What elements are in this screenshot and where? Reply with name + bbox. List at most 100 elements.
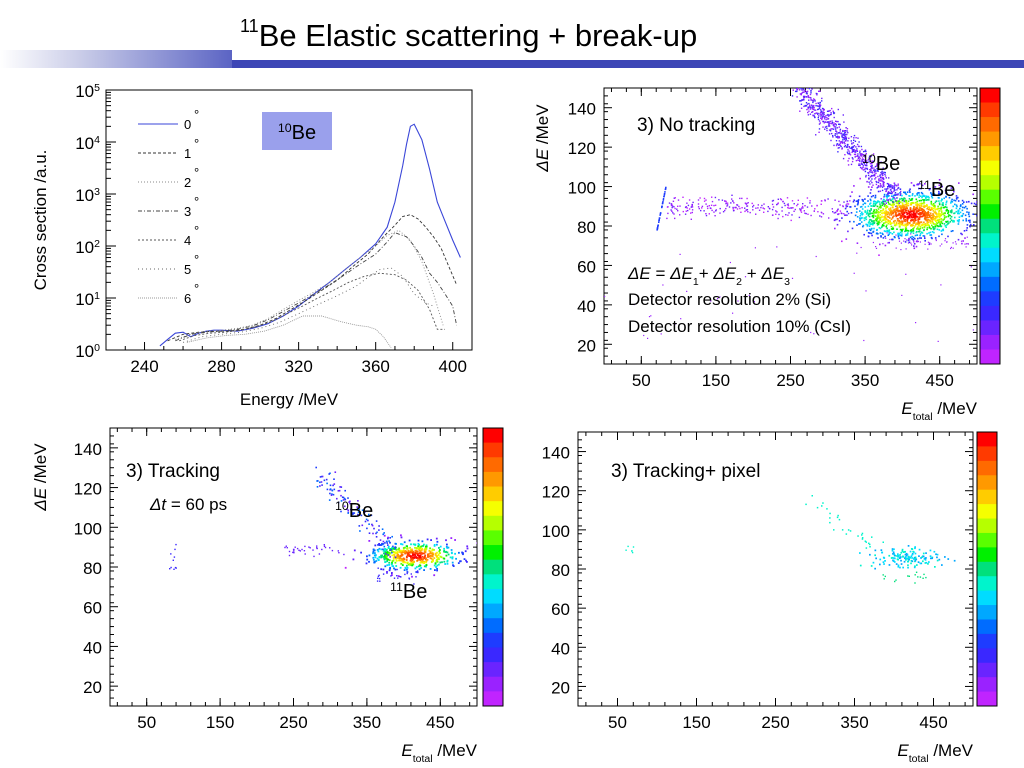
color-bar-segment (483, 647, 503, 663)
data-point (812, 100, 814, 102)
data-point (869, 229, 872, 232)
data-point (386, 554, 388, 557)
data-point (458, 551, 460, 554)
data-point (895, 202, 898, 204)
data-point (394, 568, 397, 571)
data-point (382, 540, 385, 543)
data-point (400, 549, 402, 552)
data-point (791, 214, 793, 216)
data-point (340, 486, 343, 488)
data-point (939, 220, 941, 223)
legend-degree: ° (194, 223, 199, 238)
note-timing-resolution: Δt = 60 ps (149, 495, 227, 514)
data-point (389, 541, 391, 544)
data-point (939, 225, 942, 228)
data-point (871, 165, 873, 168)
data-point (368, 560, 370, 563)
data-point (835, 140, 838, 142)
data-point (871, 161, 873, 164)
data-point (803, 105, 805, 108)
data-point (816, 204, 818, 207)
data-point (945, 226, 947, 228)
data-point (889, 203, 891, 205)
color-bar-segment (980, 146, 1000, 162)
data-point (800, 88, 802, 90)
data-point (933, 550, 936, 553)
data-point (910, 562, 912, 565)
data-point (431, 555, 434, 558)
data-point (869, 162, 872, 165)
data-point (859, 206, 862, 208)
data-point (907, 217, 909, 219)
data-point (917, 237, 919, 240)
data-point (924, 240, 926, 242)
data-point (933, 218, 935, 221)
data-point (882, 243, 884, 245)
data-point (797, 203, 799, 205)
data-point (890, 218, 893, 220)
data-point (378, 577, 381, 580)
data-point (381, 543, 384, 546)
data-point (910, 555, 913, 558)
data-point (795, 90, 797, 93)
data-point (833, 112, 836, 114)
data-point (931, 557, 933, 560)
data-point (947, 220, 949, 223)
data-point (865, 174, 867, 177)
data-point (891, 210, 894, 212)
data-point (970, 202, 973, 205)
data-point (445, 550, 447, 553)
data-point (918, 548, 921, 551)
data-point (340, 510, 342, 513)
data-point (767, 210, 769, 213)
data-point (682, 196, 684, 198)
data-point (876, 168, 878, 170)
data-point (927, 241, 929, 243)
data-point (352, 513, 354, 516)
color-bar-segment (980, 262, 1000, 278)
data-point (349, 502, 351, 505)
data-point (921, 196, 923, 199)
data-point (962, 219, 964, 222)
data-point (923, 204, 925, 207)
data-point (423, 565, 426, 568)
data-point (895, 200, 897, 202)
data-point (962, 240, 964, 242)
data-point (845, 137, 847, 139)
data-point (825, 125, 828, 128)
data-point (877, 175, 879, 178)
data-point (379, 580, 381, 582)
data-point (817, 116, 819, 119)
data-point (916, 239, 918, 242)
data-point (915, 241, 917, 243)
data-point (434, 552, 437, 555)
data-point (864, 150, 866, 152)
data-point (927, 212, 930, 214)
data-point (879, 175, 881, 177)
data-point (919, 234, 921, 237)
y-tick-label: 40 (83, 638, 102, 657)
data-point (868, 177, 870, 179)
color-bar-segment (483, 662, 503, 678)
data-point (415, 550, 418, 553)
data-point (941, 198, 943, 200)
data-point (349, 500, 351, 503)
data-point (387, 554, 389, 556)
data-point (921, 195, 924, 197)
data-point (948, 196, 951, 199)
data-point (818, 107, 821, 109)
data-point (923, 202, 926, 204)
data-point (938, 221, 940, 224)
data-point (903, 220, 906, 222)
data-point (807, 96, 810, 98)
data-point (356, 506, 358, 508)
data-point (353, 549, 356, 552)
data-point (880, 180, 883, 182)
data-point (845, 533, 848, 535)
data-point (874, 211, 876, 213)
data-point (834, 199, 836, 201)
data-point (394, 551, 397, 554)
data-point (361, 524, 364, 527)
data-point (928, 243, 931, 246)
